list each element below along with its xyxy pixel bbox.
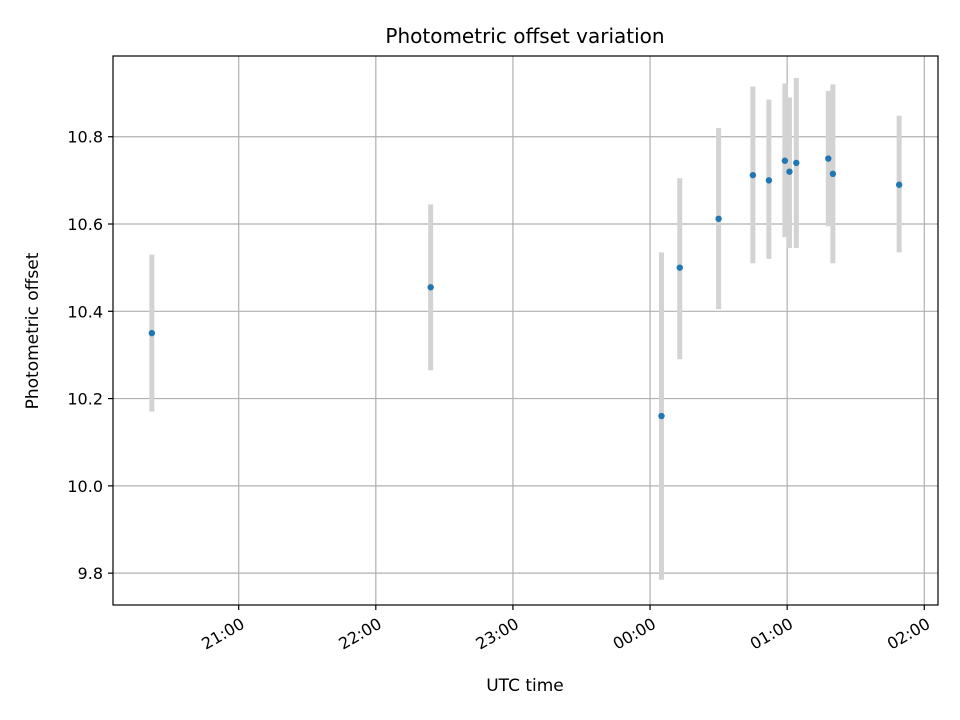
data-point xyxy=(658,412,665,420)
y-tick-label: 10.8 xyxy=(67,128,103,147)
data-point xyxy=(148,329,156,337)
data-point xyxy=(793,159,800,167)
data-point xyxy=(427,284,434,291)
data-point xyxy=(786,168,793,175)
data-point xyxy=(676,264,683,271)
y-tick-label: 10.0 xyxy=(67,477,103,496)
data-point xyxy=(715,215,722,222)
data-point xyxy=(829,170,837,178)
plot-frame xyxy=(112,55,939,606)
y-tick-label: 10.6 xyxy=(67,215,103,234)
data-point xyxy=(765,177,773,184)
data-point xyxy=(895,181,903,188)
point-layer xyxy=(148,155,903,420)
y-tick-label: 10.4 xyxy=(67,302,103,321)
y-axis-label: Photometric offset xyxy=(23,252,43,409)
x-axis-label: UTC time xyxy=(486,676,564,696)
chart-title: Photometric offset variation xyxy=(385,24,664,48)
data-point xyxy=(825,155,832,162)
grid-layer xyxy=(113,56,938,605)
data-point xyxy=(749,171,757,179)
y-tick-label: 9.8 xyxy=(78,564,103,583)
y-tick-label: 10.2 xyxy=(67,390,103,409)
data-point xyxy=(781,157,789,164)
